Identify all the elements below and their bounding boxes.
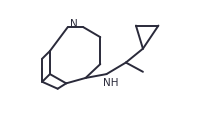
Text: N: N [70, 19, 77, 29]
Text: NH: NH [102, 78, 118, 88]
